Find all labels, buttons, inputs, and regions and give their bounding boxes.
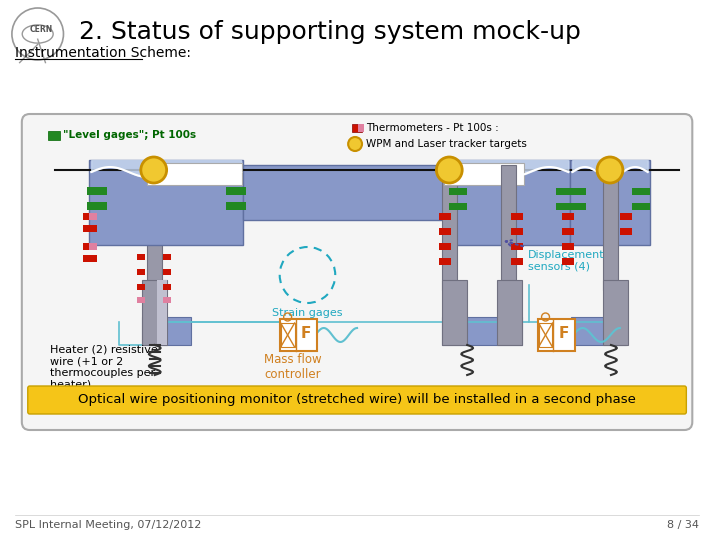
Bar	[439, 213, 451, 220]
Bar	[147, 163, 242, 185]
Bar	[510, 228, 523, 235]
Bar	[89, 160, 243, 245]
Text: Optical wire positioning monitor (stretched wire) will be installed in a second : Optical wire positioning monitor (stretc…	[78, 394, 636, 407]
Bar	[562, 258, 575, 265]
Text: 8 / 34: 8 / 34	[667, 520, 699, 530]
Bar	[620, 213, 632, 220]
Bar	[226, 202, 246, 210]
Bar	[442, 280, 467, 345]
Bar	[243, 165, 501, 220]
Bar	[163, 254, 171, 260]
Bar	[444, 163, 523, 185]
Bar	[449, 188, 467, 195]
Text: CERN: CERN	[30, 25, 53, 35]
Bar	[557, 188, 575, 195]
Text: "Level gages"; Pt 100s: "Level gages"; Pt 100s	[63, 130, 197, 140]
Bar	[571, 317, 626, 345]
Text: Heater (2) resistive
wire (+1 or 2
thermocouples per
heater): Heater (2) resistive wire (+1 or 2 therm…	[50, 345, 158, 390]
Bar	[497, 280, 522, 345]
Text: F: F	[300, 327, 310, 341]
Text: Mass flow
controller: Mass flow controller	[264, 353, 321, 381]
Bar	[557, 203, 575, 210]
Bar	[562, 228, 575, 235]
Bar	[568, 203, 586, 210]
Bar	[89, 243, 97, 250]
Bar	[84, 225, 97, 232]
Bar	[358, 124, 364, 132]
Bar	[137, 284, 145, 290]
Text: 2. Status of supporting system mock-up: 2. Status of supporting system mock-up	[79, 20, 581, 44]
Text: Instrumentation Scheme:: Instrumentation Scheme:	[15, 46, 191, 60]
Bar	[538, 319, 575, 351]
Bar	[562, 243, 575, 250]
Bar	[163, 297, 171, 303]
Bar	[570, 160, 649, 245]
Bar	[137, 297, 145, 303]
Bar	[142, 280, 166, 345]
Bar	[279, 319, 318, 351]
FancyBboxPatch shape	[28, 386, 686, 414]
Bar	[281, 323, 294, 347]
Bar	[137, 269, 145, 275]
Circle shape	[436, 157, 462, 183]
Bar	[562, 213, 575, 220]
Bar	[632, 188, 649, 195]
Bar	[501, 165, 516, 290]
Bar	[451, 160, 570, 245]
Bar	[87, 202, 107, 210]
Text: SPL Internal Meeting, 07/12/2012: SPL Internal Meeting, 07/12/2012	[15, 520, 202, 530]
Bar	[157, 280, 166, 345]
Bar	[620, 228, 632, 235]
Bar	[84, 213, 97, 220]
Bar	[84, 243, 97, 250]
Bar	[147, 165, 162, 290]
Bar	[137, 254, 145, 260]
Bar	[352, 124, 362, 132]
Bar	[568, 188, 586, 195]
Text: F: F	[558, 327, 569, 341]
Bar	[439, 228, 451, 235]
Bar	[439, 243, 451, 250]
FancyBboxPatch shape	[22, 114, 693, 430]
Bar	[632, 203, 649, 210]
Bar	[539, 323, 552, 347]
Bar	[89, 213, 97, 220]
Bar	[510, 258, 523, 265]
Bar	[603, 165, 618, 290]
Text: Displacement
sensors (4): Displacement sensors (4)	[528, 250, 604, 272]
Text: Thermometers - Pt 100s :: Thermometers - Pt 100s :	[366, 123, 499, 133]
Circle shape	[348, 137, 362, 151]
Text: Strain gages: Strain gages	[272, 308, 343, 318]
Bar	[163, 269, 171, 275]
Bar	[84, 255, 97, 262]
Bar	[142, 317, 192, 345]
Circle shape	[141, 157, 166, 183]
Bar	[439, 258, 451, 265]
Bar	[163, 284, 171, 290]
Circle shape	[597, 157, 623, 183]
Bar	[510, 243, 523, 250]
Bar	[442, 165, 457, 290]
Bar	[449, 203, 467, 210]
Bar	[48, 131, 60, 140]
Text: WPM and Laser tracker targets: WPM and Laser tracker targets	[366, 139, 527, 149]
Bar	[87, 187, 107, 195]
Bar	[603, 280, 628, 345]
Bar	[226, 187, 246, 195]
Bar	[510, 213, 523, 220]
Bar	[442, 317, 522, 345]
